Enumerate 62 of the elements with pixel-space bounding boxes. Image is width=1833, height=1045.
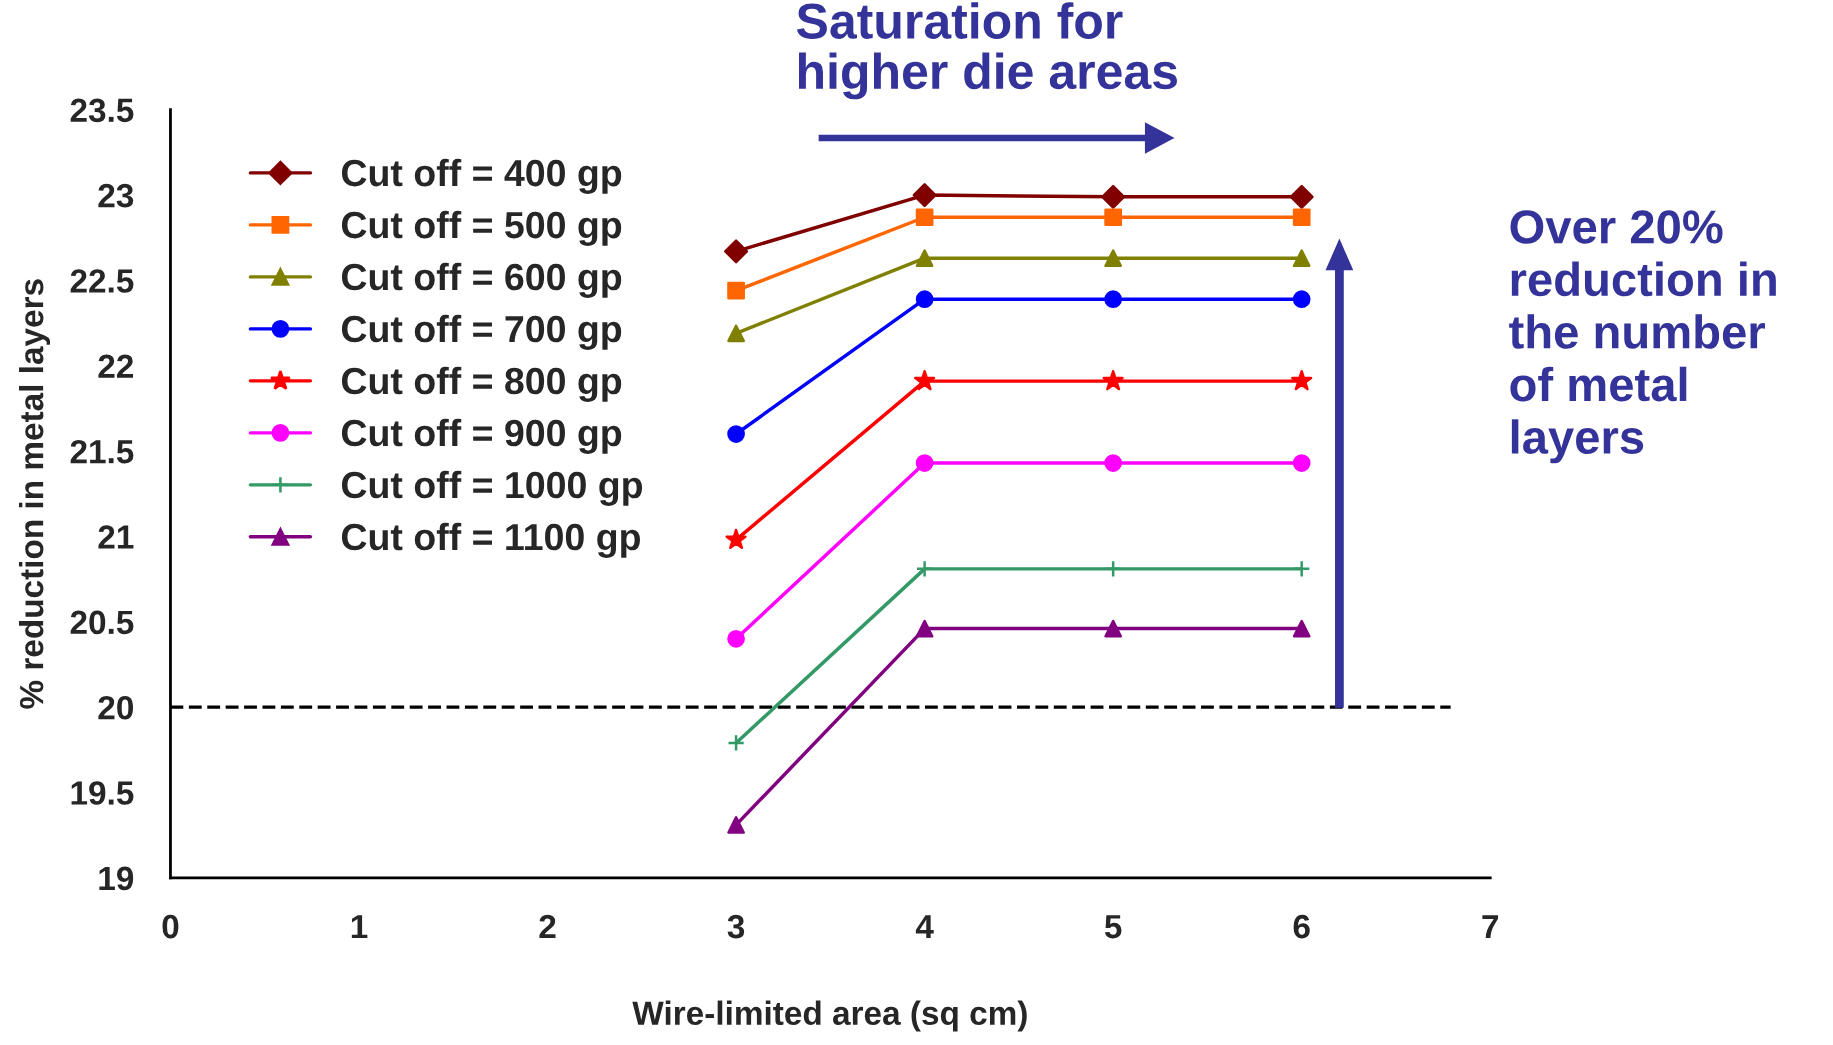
point (1292, 619, 1311, 638)
legend-label: Cut off = 700 gp (341, 314, 622, 350)
point (727, 629, 745, 648)
point (1104, 454, 1123, 472)
point (1104, 290, 1123, 309)
point (1292, 454, 1311, 472)
point (1292, 290, 1311, 309)
point (1292, 560, 1311, 578)
x-tick-label: 3 (727, 914, 745, 939)
legend-label: Cut off = 800 gp (341, 366, 622, 402)
point (1104, 208, 1123, 227)
y-tick-label: 19.5 (71, 781, 134, 805)
x-tick-label: 6 (1293, 914, 1310, 939)
point (727, 281, 745, 300)
y-tick-label: 21.5 (70, 439, 134, 464)
legend-label: Cut off = 400 gp (341, 158, 622, 194)
x-tick-label: 2 (539, 914, 556, 939)
point (1104, 560, 1123, 578)
point (915, 560, 934, 578)
y-tick-label: 22 (98, 354, 134, 378)
point (1101, 184, 1126, 209)
text: Saturation for higher die areas (796, 2, 1177, 100)
point (1292, 208, 1311, 227)
point (1104, 249, 1123, 268)
point (915, 290, 934, 309)
legend-label: Cut off = 900 gp (341, 418, 622, 454)
point (1104, 619, 1123, 638)
point (1291, 370, 1313, 391)
point (725, 528, 747, 550)
x-tick-label: 1 (351, 915, 368, 939)
point (727, 425, 745, 443)
legend-label: Cut off = 1000 gp (341, 470, 643, 506)
legend-label: Cut off = 500 gp (341, 210, 622, 246)
y-tick-label: 20 (98, 695, 133, 720)
point (915, 249, 934, 268)
point (724, 239, 749, 264)
point (1292, 249, 1311, 268)
y-tick-label: 23 (98, 183, 134, 208)
point (727, 734, 745, 752)
point (914, 370, 936, 391)
text: Over 20% reduction in the number of metal layers (1509, 210, 1776, 464)
y-tick-label: 20.5 (70, 610, 134, 635)
point (915, 208, 934, 227)
point (727, 816, 745, 834)
y-tick-label: 22.5 (70, 269, 134, 293)
x-tick-label: 0 (162, 914, 179, 939)
y-axis-title: % reduction in metal layers (18, 279, 51, 709)
legend-label: Cut off = 600 gp (341, 262, 622, 298)
point (727, 324, 745, 343)
x-tick-label: 5 (1104, 915, 1122, 939)
y-tick-label: 23.5 (70, 98, 134, 123)
y-tick-label: 19 (99, 866, 134, 891)
x-tick-label: 4 (915, 915, 934, 939)
y-tick-label: 21 (98, 525, 134, 549)
point (1102, 370, 1124, 391)
point (912, 183, 937, 208)
point (1289, 184, 1314, 209)
point (915, 454, 934, 472)
legend-label: Cut off = 1100 gp (341, 522, 640, 558)
x-tick-label: 7 (1482, 915, 1499, 939)
point (915, 619, 934, 638)
x-axis-title: Wire-limited area (sq cm) (632, 1000, 1027, 1032)
